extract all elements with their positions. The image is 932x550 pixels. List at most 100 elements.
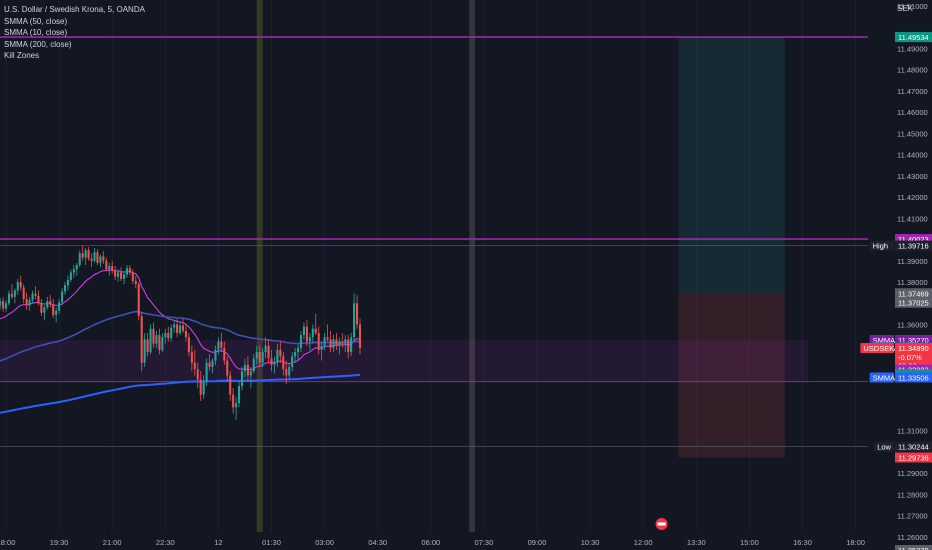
smma-200-line[interactable] — [0, 373, 361, 415]
candle-body[interactable] — [311, 328, 314, 338]
candle-body[interactable] — [117, 272, 120, 277]
candle-body[interactable] — [28, 300, 31, 306]
candle-body[interactable] — [261, 352, 264, 363]
candle-body[interactable] — [288, 366, 291, 376]
candle-body[interactable] — [229, 375, 232, 395]
candle-body[interactable] — [270, 358, 273, 365]
candle-body[interactable] — [63, 285, 67, 292]
candle-body[interactable] — [214, 349, 217, 361]
candle-body[interactable] — [329, 339, 332, 348]
candle-body[interactable] — [34, 293, 37, 296]
candle-body[interactable] — [273, 362, 276, 365]
candle-body[interactable] — [158, 335, 161, 350]
candle-body[interactable] — [341, 341, 344, 344]
candle-body[interactable] — [302, 326, 305, 336]
range-box[interactable] — [0, 340, 809, 384]
candle-body[interactable] — [61, 291, 64, 303]
candle-body[interactable] — [235, 403, 238, 408]
candle-body[interactable] — [320, 345, 323, 350]
candle-body[interactable] — [255, 352, 258, 359]
candle-body[interactable] — [149, 328, 152, 353]
candle-body[interactable] — [350, 337, 353, 353]
candle-body[interactable] — [111, 266, 114, 271]
candle-body[interactable] — [16, 282, 19, 291]
price-tag-bg[interactable] — [895, 334, 932, 345]
candle-body[interactable] — [4, 303, 8, 309]
price-tag-bg[interactable] — [895, 364, 932, 375]
candle-body[interactable] — [305, 326, 308, 342]
candle-body[interactable] — [232, 394, 235, 408]
candle-body[interactable] — [249, 371, 252, 376]
candle-body[interactable] — [69, 272, 72, 280]
candle-body[interactable] — [282, 356, 285, 370]
candle-body[interactable] — [114, 270, 117, 277]
candle-body[interactable] — [240, 371, 244, 387]
candle-body[interactable] — [208, 362, 211, 367]
candle-body[interactable] — [205, 362, 208, 382]
candle-body[interactable] — [164, 332, 167, 338]
candle-body[interactable] — [7, 293, 10, 304]
candle-body[interactable] — [317, 332, 320, 350]
candle-body[interactable] — [122, 274, 126, 279]
candle-body[interactable] — [211, 360, 214, 367]
price-tag-bg[interactable] — [895, 240, 932, 251]
candle-body[interactable] — [332, 339, 335, 348]
candle-body[interactable] — [49, 301, 52, 305]
candle-body[interactable] — [22, 287, 25, 299]
candle-body[interactable] — [246, 364, 249, 376]
candle-body[interactable] — [46, 301, 49, 308]
candle-body[interactable] — [55, 310, 58, 315]
price-tag-bg[interactable] — [895, 288, 932, 299]
indicator-smma-10[interactable]: SMMA (10, close) — [4, 28, 68, 37]
loss-zone[interactable] — [678, 293, 785, 458]
price-tag-bg[interactable] — [895, 441, 932, 452]
candle-body[interactable] — [108, 266, 111, 270]
candle-body[interactable] — [358, 324, 362, 349]
candle-body[interactable] — [243, 364, 246, 372]
candle-body[interactable] — [285, 369, 288, 376]
candle-body[interactable] — [137, 284, 140, 316]
candle-body[interactable] — [78, 253, 81, 266]
price-tag-bg[interactable] — [895, 234, 932, 245]
candle-body[interactable] — [353, 303, 356, 338]
currency-label[interactable]: SEK — [897, 4, 914, 13]
candle-body[interactable] — [173, 324, 176, 328]
candle-body[interactable] — [143, 339, 146, 363]
candle-body[interactable] — [294, 352, 297, 357]
candle-body[interactable] — [202, 381, 205, 395]
candle-body[interactable] — [226, 360, 229, 376]
candle-body[interactable] — [13, 290, 16, 297]
candle-body[interactable] — [19, 282, 22, 288]
candle-body[interactable] — [323, 337, 326, 346]
price-tag-bg[interactable] — [895, 545, 932, 550]
candle-body[interactable] — [102, 256, 105, 261]
candle-body[interactable] — [193, 362, 196, 370]
candle-body[interactable] — [181, 325, 185, 331]
candle-body[interactable] — [170, 327, 173, 339]
candle-body[interactable] — [167, 332, 170, 339]
candle-body[interactable] — [252, 358, 255, 372]
candle-body[interactable] — [220, 341, 223, 348]
candle-body[interactable] — [155, 335, 158, 344]
candle-body[interactable] — [99, 256, 102, 263]
candle-body[interactable] — [291, 356, 294, 367]
candle-body[interactable] — [335, 339, 338, 346]
candle-body[interactable] — [276, 349, 279, 363]
candle-body[interactable] — [40, 303, 43, 313]
candle-body[interactable] — [279, 349, 282, 357]
candle-body[interactable] — [87, 250, 90, 259]
candle-body[interactable] — [125, 268, 128, 275]
candle-body[interactable] — [134, 280, 137, 285]
candle-body[interactable] — [120, 272, 123, 279]
candle-body[interactable] — [344, 339, 347, 344]
price-tag-bg[interactable] — [895, 297, 932, 308]
candle-body[interactable] — [347, 339, 350, 353]
candle-body[interactable] — [187, 337, 190, 353]
candle-body[interactable] — [81, 253, 84, 258]
candle-body[interactable] — [37, 295, 40, 304]
candle-body[interactable] — [131, 272, 134, 281]
candle-body[interactable] — [199, 379, 202, 395]
candle-body[interactable] — [58, 302, 61, 311]
profit-zone[interactable] — [678, 37, 785, 294]
indicator-kill-zones[interactable]: Kill Zones — [4, 51, 40, 60]
